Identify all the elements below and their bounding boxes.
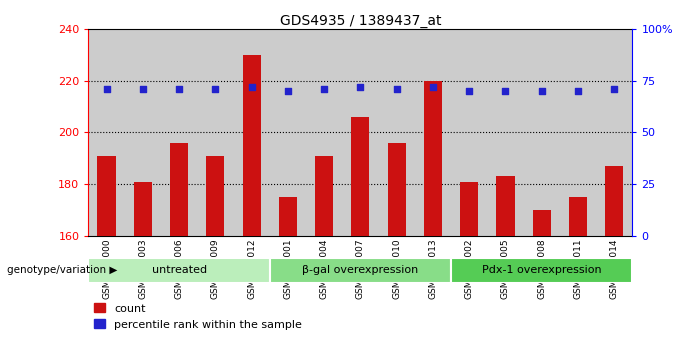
- Point: [428, 84, 439, 90]
- Bar: [605, 166, 624, 236]
- Bar: [424, 81, 442, 236]
- Bar: [279, 197, 297, 236]
- Point: [137, 86, 148, 92]
- Bar: [206, 156, 224, 236]
- Point: [391, 86, 402, 92]
- Title: GDS4935 / 1389437_at: GDS4935 / 1389437_at: [279, 14, 441, 28]
- Point: [464, 88, 475, 94]
- Bar: [352, 117, 369, 236]
- Text: Pdx-1 overexpression: Pdx-1 overexpression: [482, 265, 602, 276]
- Bar: [460, 182, 478, 236]
- Point: [609, 86, 619, 92]
- Point: [537, 88, 547, 94]
- Text: genotype/variation ▶: genotype/variation ▶: [7, 265, 117, 276]
- Legend: count, percentile rank within the sample: count, percentile rank within the sample: [94, 303, 302, 330]
- Bar: [315, 156, 333, 236]
- Bar: [270, 258, 451, 283]
- Point: [573, 88, 583, 94]
- Bar: [243, 55, 260, 236]
- Bar: [88, 258, 270, 283]
- Bar: [569, 197, 587, 236]
- Point: [282, 88, 293, 94]
- Point: [173, 86, 184, 92]
- Point: [210, 86, 221, 92]
- Text: untreated: untreated: [152, 265, 207, 276]
- Bar: [532, 210, 551, 236]
- Bar: [496, 176, 515, 236]
- Bar: [451, 258, 632, 283]
- Bar: [134, 182, 152, 236]
- Bar: [388, 143, 406, 236]
- Bar: [97, 156, 116, 236]
- Point: [500, 88, 511, 94]
- Text: β-gal overexpression: β-gal overexpression: [303, 265, 418, 276]
- Bar: [170, 143, 188, 236]
- Point: [319, 86, 330, 92]
- Point: [246, 84, 257, 90]
- Point: [101, 86, 112, 92]
- Point: [355, 84, 366, 90]
